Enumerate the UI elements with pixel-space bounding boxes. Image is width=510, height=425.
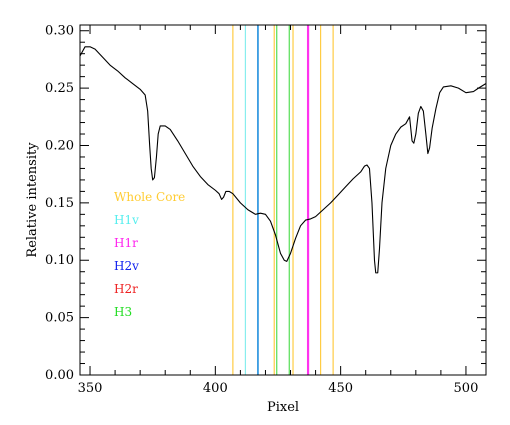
y-tick-label: 0.25	[45, 81, 74, 96]
x-axis: 350 400 450 500	[78, 25, 479, 396]
series-group	[79, 46, 487, 274]
legend: Whole Core H1v H1r H2v H2r H3	[114, 190, 185, 319]
plot-frame	[79, 24, 487, 376]
y-axis-label: Relative intensity	[25, 142, 40, 258]
vertical-lines	[232, 25, 334, 375]
y-tick-label: 0.30	[45, 24, 74, 39]
y-tick-label: 0.10	[45, 253, 74, 268]
x-axis-label: Pixel	[267, 400, 299, 415]
x-tick-label: 350	[78, 381, 103, 396]
x-tick-label: 450	[328, 381, 353, 396]
x-tick-label: 500	[454, 381, 479, 396]
legend-entry: H2v	[114, 259, 139, 273]
y-tick-label: 0.05	[45, 311, 74, 326]
spectrum-line	[79, 46, 487, 274]
legend-entry: H3	[114, 305, 132, 319]
x-tick-label: 400	[203, 381, 228, 396]
y-axis: 0.00 0.05 0.10 0.15 0.20 0.25 0.30	[45, 24, 486, 383]
y-tick-label: 0.00	[45, 368, 74, 383]
legend-entry: Whole Core	[114, 190, 185, 204]
y-tick-label: 0.15	[45, 196, 74, 211]
legend-entry: H1r	[114, 236, 138, 250]
y-tick-label: 0.20	[45, 138, 74, 153]
legend-entry: H2r	[114, 282, 138, 296]
legend-entry: H1v	[114, 213, 139, 227]
